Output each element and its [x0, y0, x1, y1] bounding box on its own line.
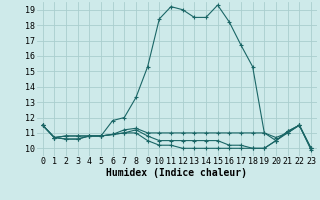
X-axis label: Humidex (Indice chaleur): Humidex (Indice chaleur): [106, 168, 247, 178]
